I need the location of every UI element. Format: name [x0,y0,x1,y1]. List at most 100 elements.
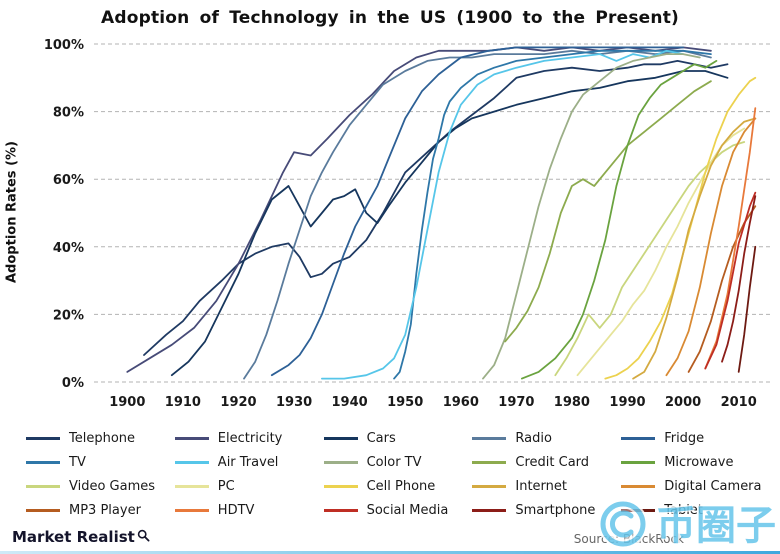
series-line-hdtv [704,107,757,370]
brand-text: Market Realist [12,528,135,546]
svg-text:2000: 2000 [665,395,701,410]
legend-label: MP3 Player [69,502,141,518]
svg-text:20%: 20% [53,308,84,323]
svg-text:1950: 1950 [387,395,423,410]
svg-text:1940: 1940 [332,395,368,410]
legend-swatch [472,460,507,464]
legend-swatch [174,460,209,464]
brand-logo: Market Realist [12,528,150,546]
series-line-air-travel [320,49,684,380]
legend-item: Smartphone [472,503,621,518]
legend-swatch [174,484,209,488]
legend-label: Radio [515,430,552,446]
legend-label: Social Media [366,502,449,518]
legend-label: Telephone [69,430,136,446]
series-line-cars [170,70,729,377]
legend-label: TV [69,454,86,470]
legend-label: Credit Card [515,454,590,470]
legend-item: Cell Phone [323,478,473,494]
legend-label: Air Travel [217,454,279,470]
legend-swatch [621,460,656,464]
bottom-accent-bar [0,551,780,554]
series-line-internet [632,117,757,380]
svg-text:1900: 1900 [109,395,145,410]
legend-item: Fridge [621,431,770,446]
legend-swatch [621,436,656,440]
legend-swatch [26,460,60,464]
chart-title: Adoption of Technology in the US (1900 t… [100,8,680,28]
legend-label: Color TV [366,454,422,470]
legend-item: Microwave [621,455,770,470]
chart-area: Adoption Rates (%) 0% 20% 40% 60% 80% 100% 190… [0,30,780,422]
legend-item: HDTV [174,502,324,518]
chart-canvas: 0% 20% 40% 60% 80% 100% 1900 1910 1920 1930 1940 19… [44,38,772,410]
svg-text:2010: 2010 [721,395,757,410]
y-axis-label: Adoption Rates (%) [4,141,20,283]
legend-label: Smartphone [515,502,596,518]
legend-swatch [621,484,656,488]
legend-swatch [26,508,60,512]
legend-swatch [174,436,209,440]
series-line-smartphone [721,195,757,363]
legend-item: TV [26,455,175,470]
legend-item: PC [174,478,324,494]
legend-label: Microwave [664,454,734,470]
legend-label: Video Games [69,478,156,494]
legend-swatch [621,508,656,512]
legend-swatch [323,508,358,512]
legend-item: Electricity [174,430,324,446]
legend-item: Digital Camera [621,479,770,494]
svg-text:40%: 40% [53,241,84,256]
legend-swatch [472,484,507,488]
legend-label: Internet [515,478,568,494]
svg-text:1960: 1960 [443,395,479,410]
legend-label: Cell Phone [366,478,436,494]
legend-item: Video Games [26,479,175,494]
legend-item: Social Media [323,502,473,518]
legend-item: Internet [472,479,621,494]
legend-swatch [472,508,507,512]
series-line-electricity [126,46,712,373]
series-line-microwave [520,59,718,380]
svg-text:1930: 1930 [276,395,312,410]
series-line-cell-phone [604,76,757,380]
svg-text:1910: 1910 [165,395,201,410]
legend-item: Cars [323,430,473,446]
legend-item: Credit Card [472,455,621,470]
legend-swatch [323,484,358,488]
magnifier-icon [137,528,150,546]
legend-item: Radio [472,431,621,446]
legend-label: Cars [366,430,396,446]
source-text: Source: BlackRock [573,532,684,546]
legend-label: HDTV [217,502,255,518]
legend-label: PC [217,478,235,494]
legend-item: Tablet [621,503,770,518]
series-line-credit-card [504,80,712,343]
legend-swatch [472,436,507,440]
legend-swatch [26,436,60,440]
legend-label: Tablet [664,502,703,518]
series-line-telephone [143,59,729,356]
legend-item: Telephone [26,431,175,446]
legend-label: Electricity [217,430,283,446]
legend-item: Color TV [323,454,473,470]
svg-text:1970: 1970 [498,395,534,410]
series-line-fridge [270,46,684,377]
svg-text:0%: 0% [62,376,84,391]
legend-item: Air Travel [174,454,324,470]
series-line-digital-camera [665,117,757,377]
series-line-tablet [737,245,757,373]
series-line-color-tv [482,53,701,380]
series-line-social-media [704,191,757,370]
svg-text:1920: 1920 [220,395,256,410]
legend-swatch [174,508,209,512]
legend-item: MP3 Player [26,503,175,518]
legend-label: Fridge [664,430,705,446]
svg-text:1980: 1980 [554,395,590,410]
legend-swatch [26,484,60,488]
legend-swatch [323,436,358,440]
svg-text:1990: 1990 [609,395,645,410]
legend: Telephone Electricity Cars Radio Fridge TV Air… [0,426,780,522]
legend-swatch [323,460,358,464]
